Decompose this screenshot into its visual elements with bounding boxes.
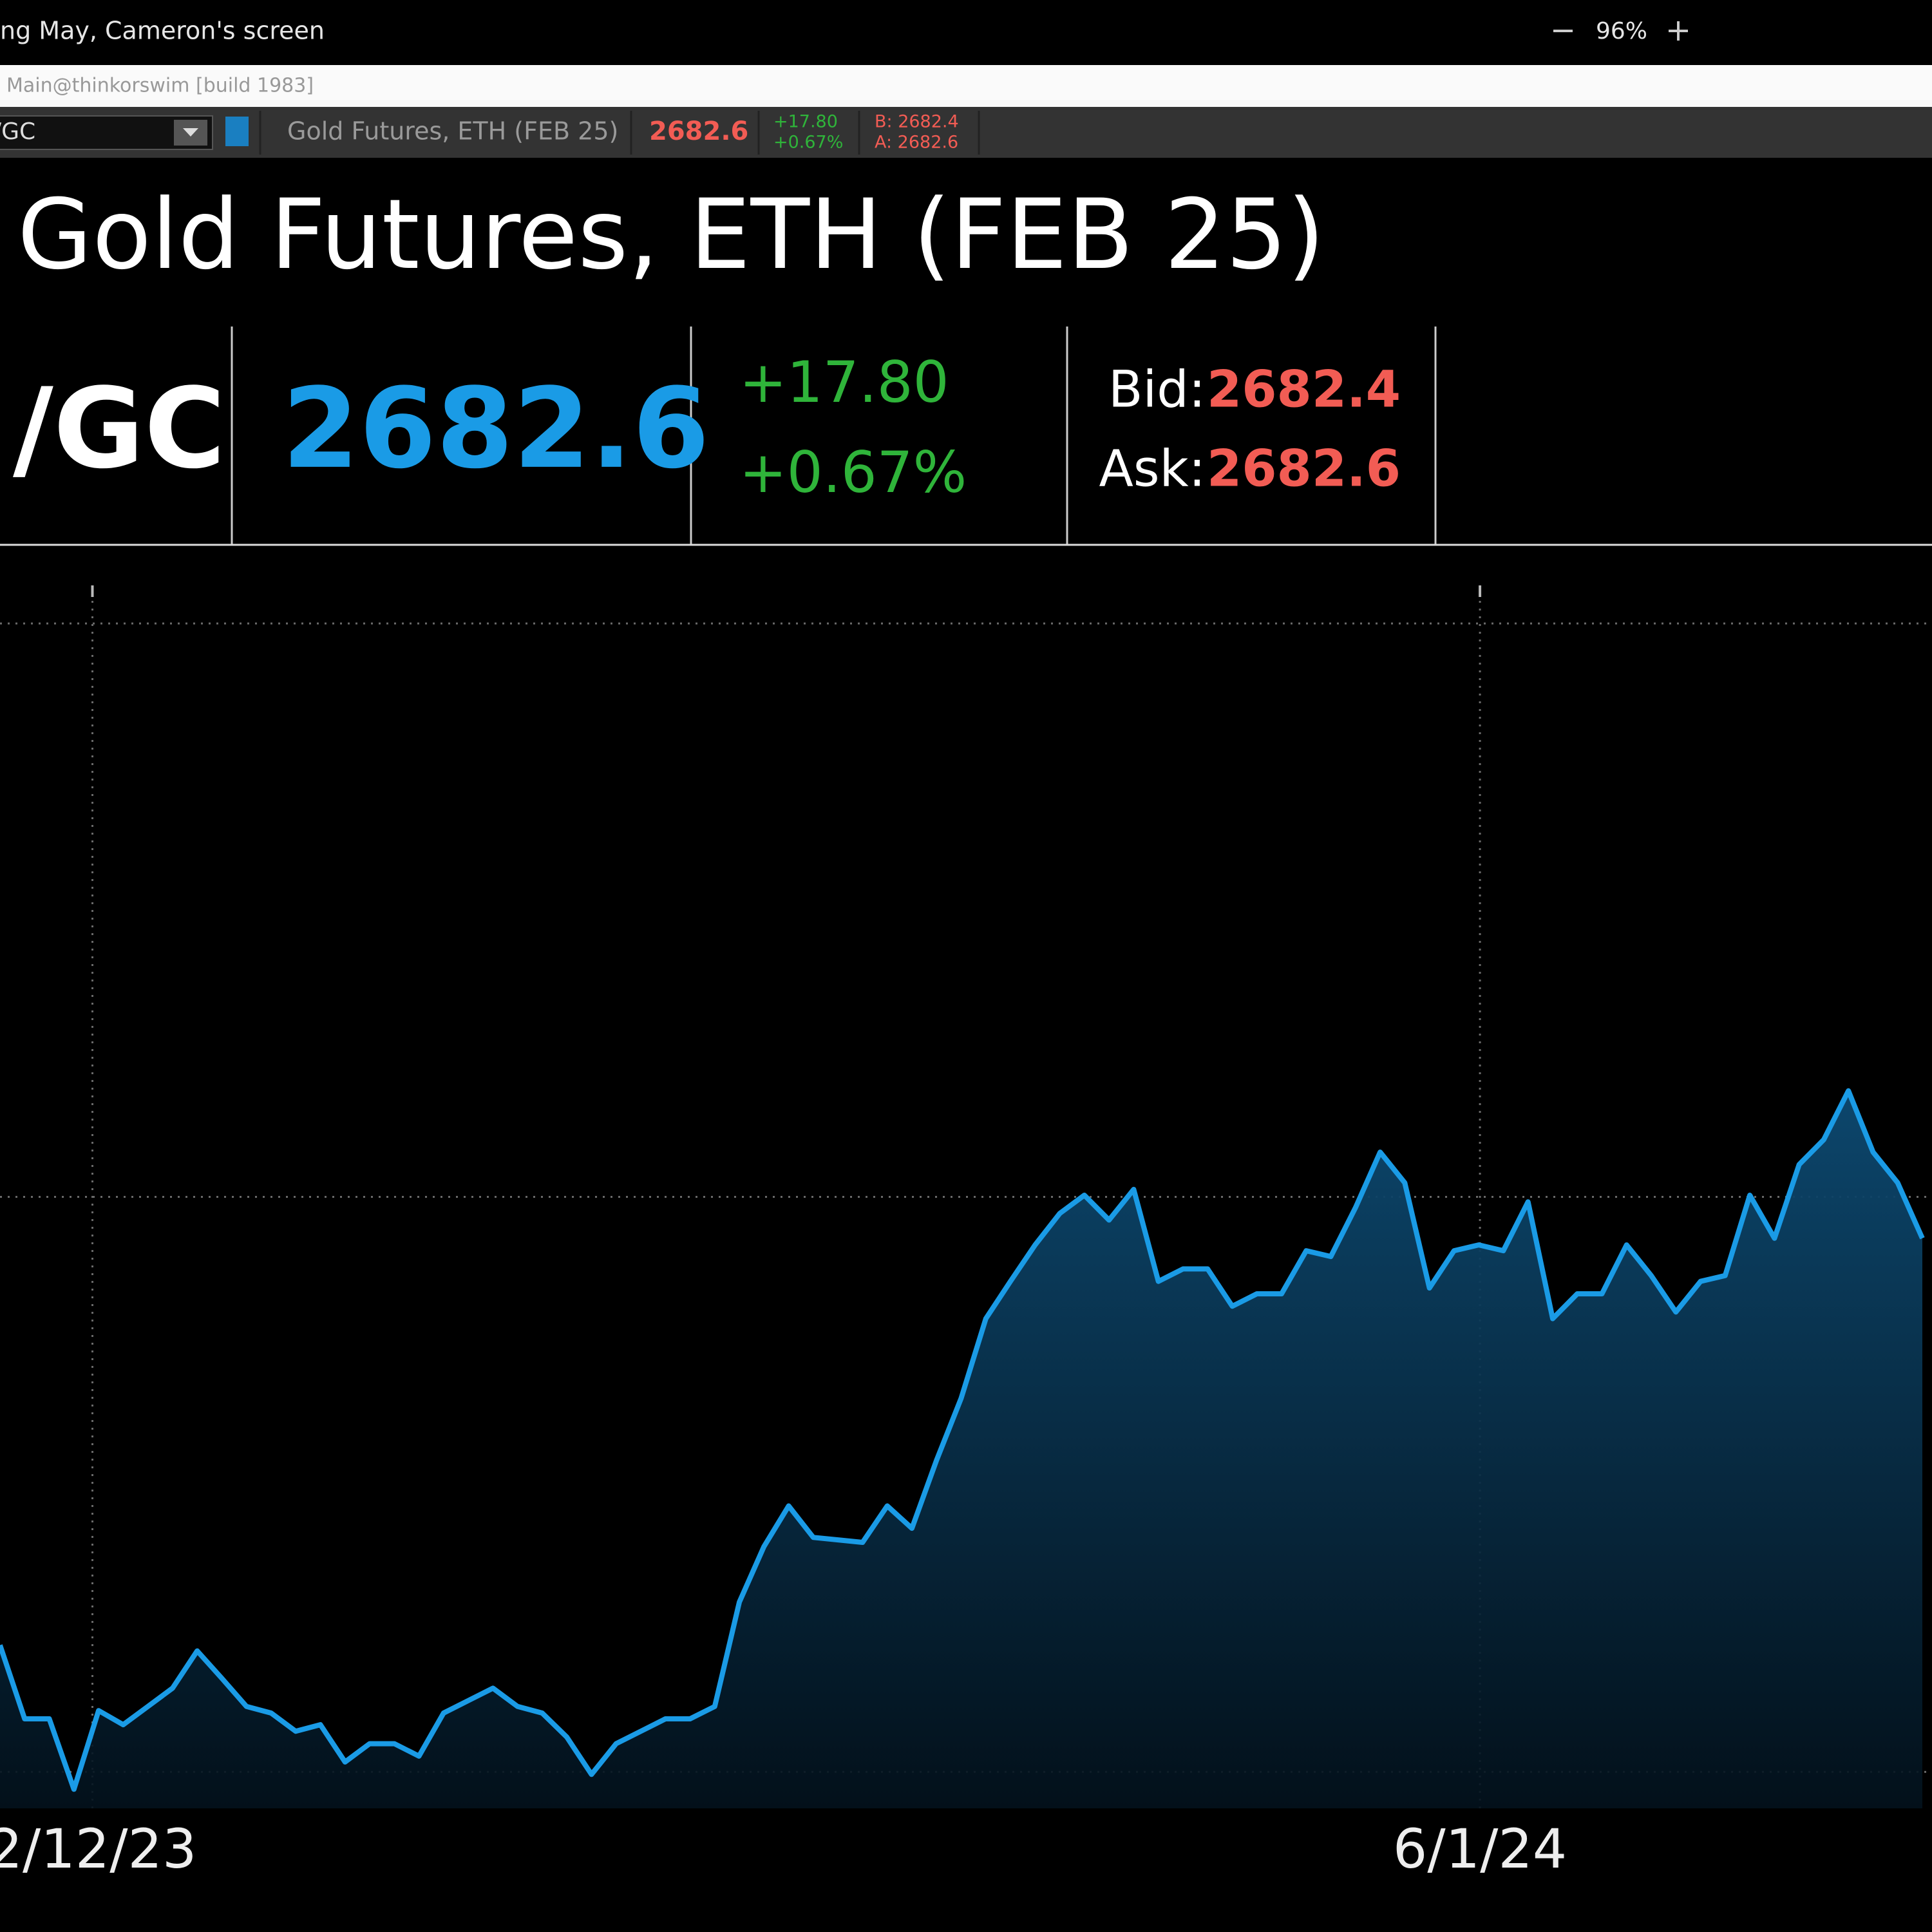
window-bar [0, 0, 1932, 65]
price-chart: 2/12/23 6/1/24 [0, 585, 1932, 1880]
toolbar-symbol: /GC [0, 118, 35, 145]
app-title: Main@thinkorswim [build 1983] [6, 75, 314, 97]
app-bar [0, 65, 1932, 107]
bid-value: 2682.4 [1207, 361, 1401, 419]
toolbar [0, 107, 1932, 158]
quote-change-pct: +0.67% [739, 439, 967, 506]
price-line [0, 1088, 1925, 1792]
link-icon[interactable] [225, 117, 249, 146]
toolbar-change-pct: +0.67% [773, 133, 843, 153]
toolbar-change: +17.80 [773, 112, 838, 132]
quote-title: Gold Futures, ETH (FEB 25) [17, 179, 1325, 291]
ask-value: 2682.6 [1207, 440, 1401, 498]
window-title: ng May, Cameron's screen [0, 17, 325, 45]
toolbar-description: Gold Futures, ETH (FEB 25) [287, 117, 618, 146]
dropdown-arrow [183, 128, 198, 137]
x-tick-label: 6/1/24 [1393, 1817, 1567, 1880]
zoom-in[interactable] [1669, 21, 1688, 41]
ask-label: Ask: [1099, 440, 1206, 498]
quote-change: +17.80 [739, 349, 949, 415]
zoom-level: 96% [1596, 18, 1647, 44]
x-tick-label: 2/12/23 [0, 1817, 196, 1880]
toolbar-bid: B: 2682.4 [875, 112, 959, 132]
quote-last: 2682.6 [282, 364, 710, 493]
toolbar-last: 2682.6 [649, 117, 748, 146]
toolbar-ask: A: 2682.6 [875, 133, 958, 153]
bid-label: Bid: [1108, 361, 1206, 419]
quote-symbol: /GC [13, 364, 225, 493]
